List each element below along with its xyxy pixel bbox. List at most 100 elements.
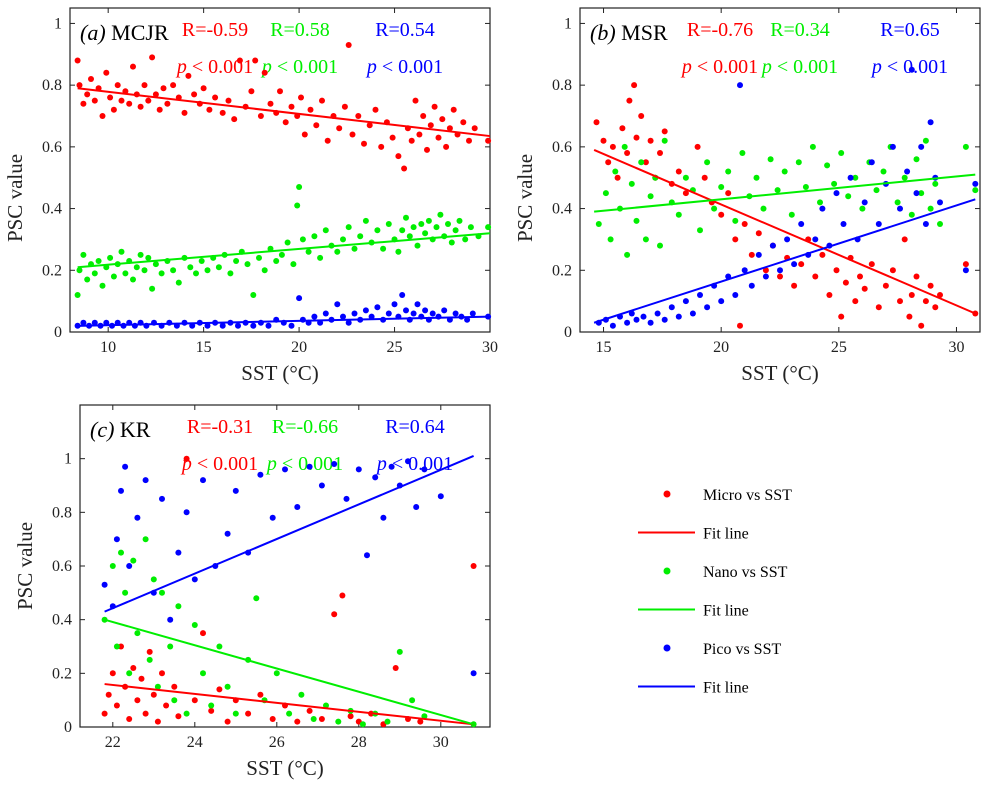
data-point	[84, 91, 91, 98]
fit-line-pico	[77, 315, 491, 327]
data-point	[118, 487, 124, 494]
data-point	[269, 716, 276, 722]
data-point	[413, 504, 420, 510]
data-point	[972, 180, 979, 187]
x-tick-label: 28	[351, 734, 367, 751]
data-point	[318, 716, 325, 722]
data-point	[171, 697, 178, 704]
data-point	[160, 85, 167, 92]
data-point	[114, 82, 121, 89]
data-point	[422, 230, 429, 237]
data-point	[420, 113, 427, 119]
data-point	[317, 254, 324, 261]
p-threshold: < 0.001	[192, 453, 258, 475]
data-point	[927, 205, 934, 212]
panel-title: (a) MCJR	[80, 20, 169, 45]
data-point	[405, 458, 411, 465]
data-point	[101, 581, 108, 588]
data-point	[216, 686, 223, 693]
data-point	[741, 267, 748, 274]
data-point	[193, 270, 199, 277]
data-point	[857, 273, 863, 280]
data-point	[145, 254, 152, 261]
data-point	[232, 710, 239, 717]
fit-line-micro	[593, 149, 976, 315]
x-tick-label: 20	[291, 339, 307, 356]
data-point	[170, 82, 177, 89]
data-point	[183, 509, 190, 516]
x-tick-label: 20	[713, 339, 729, 356]
data-point	[235, 322, 241, 329]
x-tick-label: 30	[948, 339, 964, 356]
data-point	[301, 131, 308, 138]
data-point	[126, 716, 133, 722]
data-point	[732, 292, 739, 298]
data-point	[311, 233, 318, 240]
data-point	[224, 718, 231, 725]
data-point	[795, 159, 802, 166]
data-point	[668, 304, 675, 311]
r-value-label: R=0.64	[385, 416, 445, 438]
data-point	[244, 261, 251, 268]
data-point	[445, 221, 451, 227]
data-point	[704, 304, 711, 311]
p-value-label: p < 0.001	[260, 56, 338, 78]
data-point	[110, 106, 117, 113]
panel-name: MSR	[621, 20, 668, 45]
data-point	[908, 66, 915, 73]
y-tick-label: 0.4	[552, 201, 572, 218]
data-point	[191, 576, 198, 583]
data-point	[113, 702, 120, 709]
data-point	[137, 103, 144, 110]
data-point	[889, 267, 896, 274]
data-point	[331, 611, 338, 618]
data-point	[755, 230, 762, 237]
legend-label: Fit line	[703, 603, 749, 620]
x-tick-label: 15	[196, 339, 212, 356]
data-point	[798, 261, 805, 268]
r-value-label: R=0.65	[880, 19, 940, 41]
data-point	[227, 270, 234, 277]
legend-marker	[663, 567, 671, 575]
p-symbol: p	[375, 453, 387, 475]
data-point	[374, 304, 381, 311]
data-point	[80, 251, 87, 258]
y-tick-label: 0.4	[42, 201, 62, 218]
data-point	[208, 707, 215, 714]
data-point	[298, 691, 305, 698]
p-threshold: < 0.001	[377, 56, 443, 78]
data-point	[134, 630, 141, 637]
r-value-label: R=0.58	[270, 19, 330, 41]
p-threshold: < 0.001	[187, 56, 253, 78]
data-point	[130, 557, 137, 564]
plot-frame	[579, 7, 981, 333]
data-point	[164, 100, 171, 107]
y-axis-label: PSC value	[3, 154, 27, 242]
data-point	[437, 493, 444, 500]
data-point	[267, 100, 274, 107]
data-point	[675, 168, 682, 175]
data-point	[142, 710, 149, 717]
data-point	[109, 670, 116, 677]
data-point	[626, 97, 633, 104]
data-point	[429, 310, 436, 317]
panel-1: 10 15 20 25 30 0 0.2 0.4 0.6 0.8 1 SST (°C) PSC valu…	[3, 7, 498, 385]
data-point	[122, 270, 129, 277]
data-point	[146, 656, 153, 663]
data-point	[619, 125, 626, 132]
data-point	[282, 119, 289, 126]
data-point	[175, 549, 182, 556]
data-point	[324, 137, 331, 144]
data-point	[861, 199, 868, 206]
data-point	[408, 137, 415, 144]
data-point	[200, 630, 206, 637]
data-point	[159, 589, 165, 596]
data-point	[306, 463, 313, 470]
data-point	[261, 69, 268, 76]
data-point	[642, 236, 649, 243]
data-point	[130, 665, 137, 671]
data-point	[718, 184, 725, 190]
data-point	[331, 461, 338, 467]
